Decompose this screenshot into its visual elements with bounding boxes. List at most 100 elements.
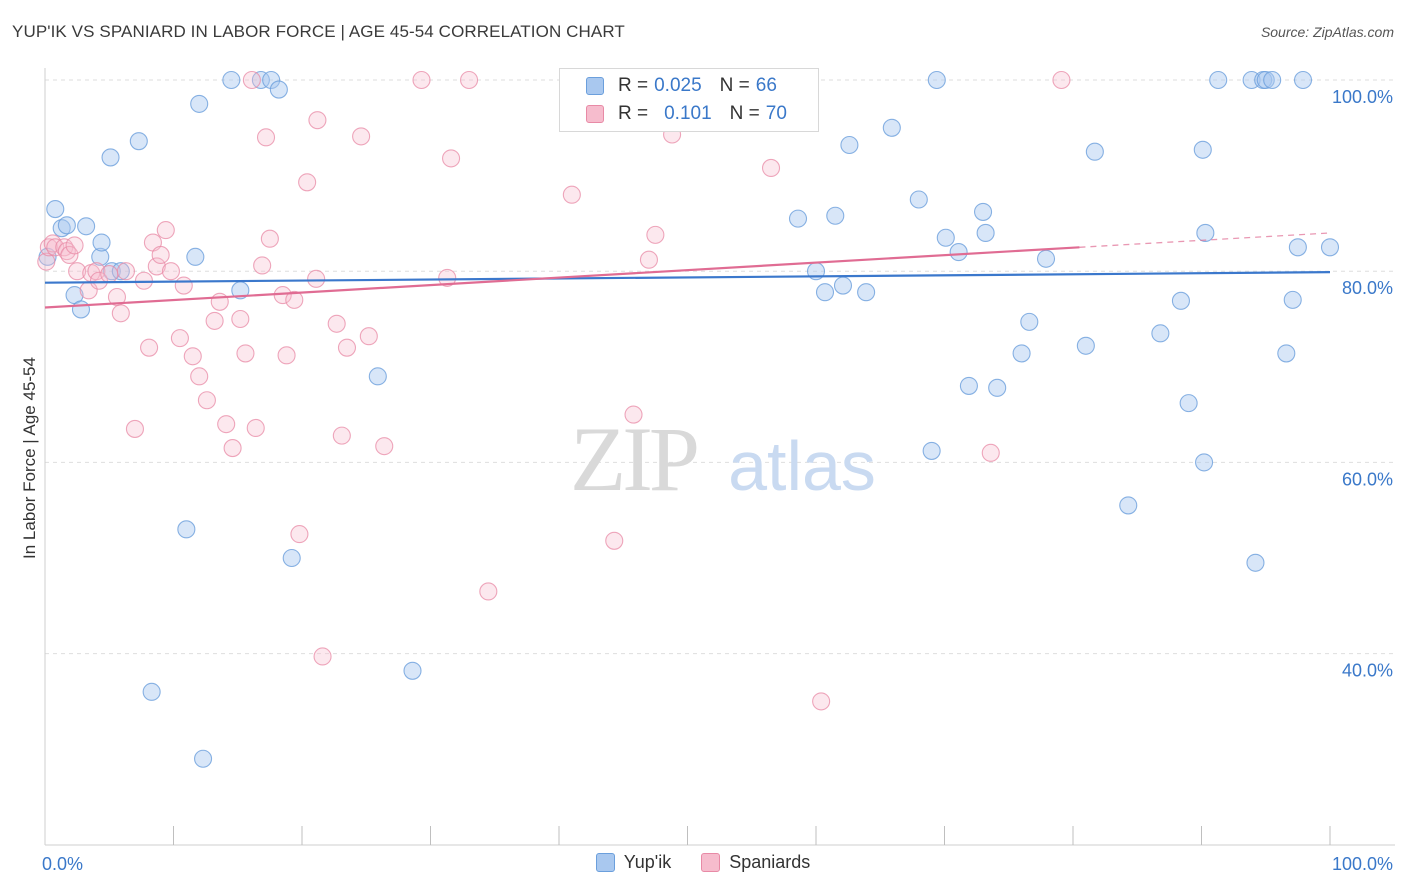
data-point-spaniards — [981, 443, 1000, 462]
data-point-spaniards — [761, 158, 781, 178]
data-point-spaniards — [624, 405, 643, 424]
series-legend-swatch-spaniards — [701, 853, 721, 872]
data-point-yupik — [46, 200, 65, 219]
data-point-spaniards — [812, 692, 831, 711]
data-point-yupik — [815, 283, 835, 302]
data-point-yupik — [959, 376, 978, 395]
data-point-spaniards — [183, 347, 202, 366]
data-point-spaniards — [442, 149, 461, 168]
legend-r-value: 0.101 — [664, 103, 712, 124]
data-point-yupik — [973, 202, 993, 221]
data-point-yupik — [1288, 238, 1307, 257]
data-point-spaniards — [327, 314, 346, 333]
correlation-legend: R = 0.025 N = 66 R = 0.101 N = 70 — [559, 68, 819, 132]
chart-title: YUP'IK VS SPANIARD IN LABOR FORCE | AGE … — [12, 22, 625, 41]
data-point-yupik — [1036, 249, 1056, 268]
y-tick-label: 80.0% — [1342, 278, 1393, 298]
data-point-spaniards — [646, 225, 665, 244]
data-point-spaniards — [298, 173, 317, 192]
chart-source: Source: ZipAtlas.com — [1260, 24, 1394, 40]
data-point-spaniards — [205, 311, 224, 330]
data-point-spaniards — [412, 70, 431, 90]
series-legend: Yup'ik Spaniards — [0, 852, 1406, 873]
data-point-spaniards — [562, 185, 581, 204]
data-point-yupik — [190, 94, 209, 113]
legend-row-yupik: R = 0.025 N = 66 — [586, 74, 777, 98]
data-point-yupik — [1076, 336, 1095, 355]
data-point-spaniards — [116, 262, 136, 281]
data-point-spaniards — [256, 128, 276, 147]
data-point-spaniards — [308, 111, 327, 130]
data-point-yupik — [368, 367, 387, 386]
data-point-yupik — [1085, 142, 1104, 161]
data-point-spaniards — [290, 525, 309, 544]
gridlines — [45, 79, 1395, 655]
y-tick-label: 100.0% — [1332, 87, 1393, 107]
data-point-spaniards — [37, 252, 56, 271]
data-point-spaniards — [140, 338, 159, 357]
data-point-spaniards — [253, 256, 272, 275]
data-point-yupik — [403, 661, 422, 680]
legend-r-label: R = — [618, 75, 649, 96]
trend-line-spaniards-extension — [1079, 232, 1331, 248]
data-point-yupik — [988, 378, 1007, 397]
data-point-yupik — [1209, 70, 1228, 90]
legend-n-label: N = — [729, 103, 760, 124]
data-point-yupik — [1293, 70, 1313, 90]
data-point-spaniards — [359, 327, 378, 346]
data-point-yupik — [52, 219, 71, 238]
data-point-yupik — [788, 209, 808, 228]
data-point-yupik — [949, 243, 968, 262]
legend-n-value: 70 — [765, 103, 787, 124]
data-point-yupik — [1196, 223, 1215, 243]
data-point-yupik — [882, 118, 901, 137]
series-legend-spaniards[interactable]: Spaniards — [701, 852, 810, 873]
data-point-spaniards — [197, 391, 216, 410]
data-point-yupik — [1012, 344, 1031, 363]
data-point-spaniards — [65, 236, 84, 255]
data-point-spaniards — [151, 245, 170, 264]
data-point-spaniards — [217, 415, 236, 434]
data-point-spaniards — [639, 250, 659, 269]
data-point-yupik — [91, 247, 110, 266]
legend-swatch-spaniards — [586, 105, 604, 123]
data-point-yupik — [269, 80, 288, 99]
trend-lines — [44, 232, 1331, 309]
data-point-spaniards — [605, 531, 624, 550]
data-point-yupik — [177, 520, 196, 539]
data-point-yupik — [909, 190, 928, 209]
data-point-yupik — [1171, 291, 1190, 310]
legend-r-value: 0.025 — [654, 75, 702, 96]
data-point-spaniards — [236, 344, 255, 363]
data-point-yupik — [57, 216, 76, 235]
series-legend-label: Spaniards — [729, 852, 811, 872]
legend-r-label: R = — [618, 103, 649, 124]
data-point-spaniards — [352, 127, 371, 146]
data-point-yupik — [1193, 140, 1212, 159]
data-point-spaniards — [111, 304, 130, 323]
data-point-spaniards — [479, 582, 498, 601]
data-point-spaniards — [438, 268, 457, 287]
series-legend-swatch-yupik — [595, 853, 615, 872]
data-point-spaniards — [190, 367, 209, 386]
data-point-spaniards — [375, 437, 394, 456]
data-point-yupik — [142, 682, 161, 701]
x-tick-label: 100.0% — [1332, 854, 1393, 874]
data-point-spaniards — [223, 439, 242, 458]
data-point-spaniards — [277, 346, 296, 365]
legend-n-value: 66 — [755, 75, 777, 96]
data-point-yupik — [222, 70, 241, 90]
data-point-spaniards — [60, 245, 79, 264]
series-legend-yupik[interactable]: Yup'ik — [595, 852, 671, 873]
data-point-yupik — [111, 262, 130, 281]
data-point-spaniards — [307, 269, 326, 288]
data-point-spaniards — [285, 290, 304, 309]
data-point-yupik — [936, 228, 955, 247]
data-point-spaniards — [242, 70, 261, 90]
data-point-spaniards — [125, 419, 144, 438]
data-point-yupik — [186, 247, 205, 266]
data-point-spaniards — [313, 647, 332, 666]
data-point-yupik — [1277, 344, 1296, 363]
legend-n-label: N = — [719, 75, 750, 96]
data-point-yupik — [1151, 324, 1170, 343]
